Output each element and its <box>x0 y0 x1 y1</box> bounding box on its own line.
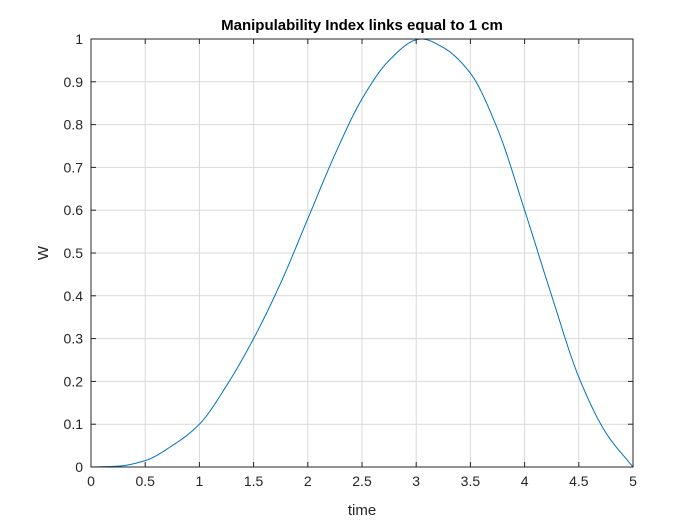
x-tick-label: 2 <box>304 473 312 489</box>
x-tick-label: 3.5 <box>461 473 481 489</box>
x-tick-label: 0.5 <box>135 473 155 489</box>
x-tick-label: 5 <box>629 473 637 489</box>
y-axis-label: W <box>35 245 52 260</box>
y-tick-label: 0.4 <box>64 288 84 304</box>
x-tick-label: 4.5 <box>569 473 589 489</box>
grid <box>91 39 633 467</box>
x-tick-label: 3 <box>412 473 420 489</box>
y-tick-label: 0.7 <box>64 159 84 175</box>
y-tick-label: 0.1 <box>64 416 84 432</box>
series-line <box>90 38 634 468</box>
y-tick-labels: 0 0.1 0.2 0.3 0.4 0.5 0.6 0.7 0.8 0.9 1 <box>64 31 84 475</box>
y-tick-label: 0.2 <box>64 373 84 389</box>
x-tick-label: 1 <box>196 473 204 489</box>
x-tick-label: 1.5 <box>244 473 264 489</box>
y-tick-label: 0.5 <box>64 245 84 261</box>
series-layer <box>90 38 634 468</box>
y-tick-label: 1 <box>75 31 83 47</box>
y-tick-label: 0.9 <box>64 74 84 90</box>
x-tick-label: 4 <box>521 473 529 489</box>
y-tick-label: 0 <box>75 459 83 475</box>
x-tick-label: 0 <box>87 473 95 489</box>
y-tick-label: 0.3 <box>64 331 84 347</box>
y-tick-label: 0.6 <box>64 202 84 218</box>
tick-marks <box>90 38 634 468</box>
x-tick-labels: 0 0.5 1 1.5 2 2.5 3 3.5 4 4.5 5 <box>87 473 637 489</box>
x-axis-label: time <box>348 502 376 519</box>
x-tick-label: 2.5 <box>352 473 372 489</box>
chart-title: Manipulability Index links equal to 1 cm <box>221 17 503 34</box>
y-tick-label: 0.8 <box>64 117 84 133</box>
